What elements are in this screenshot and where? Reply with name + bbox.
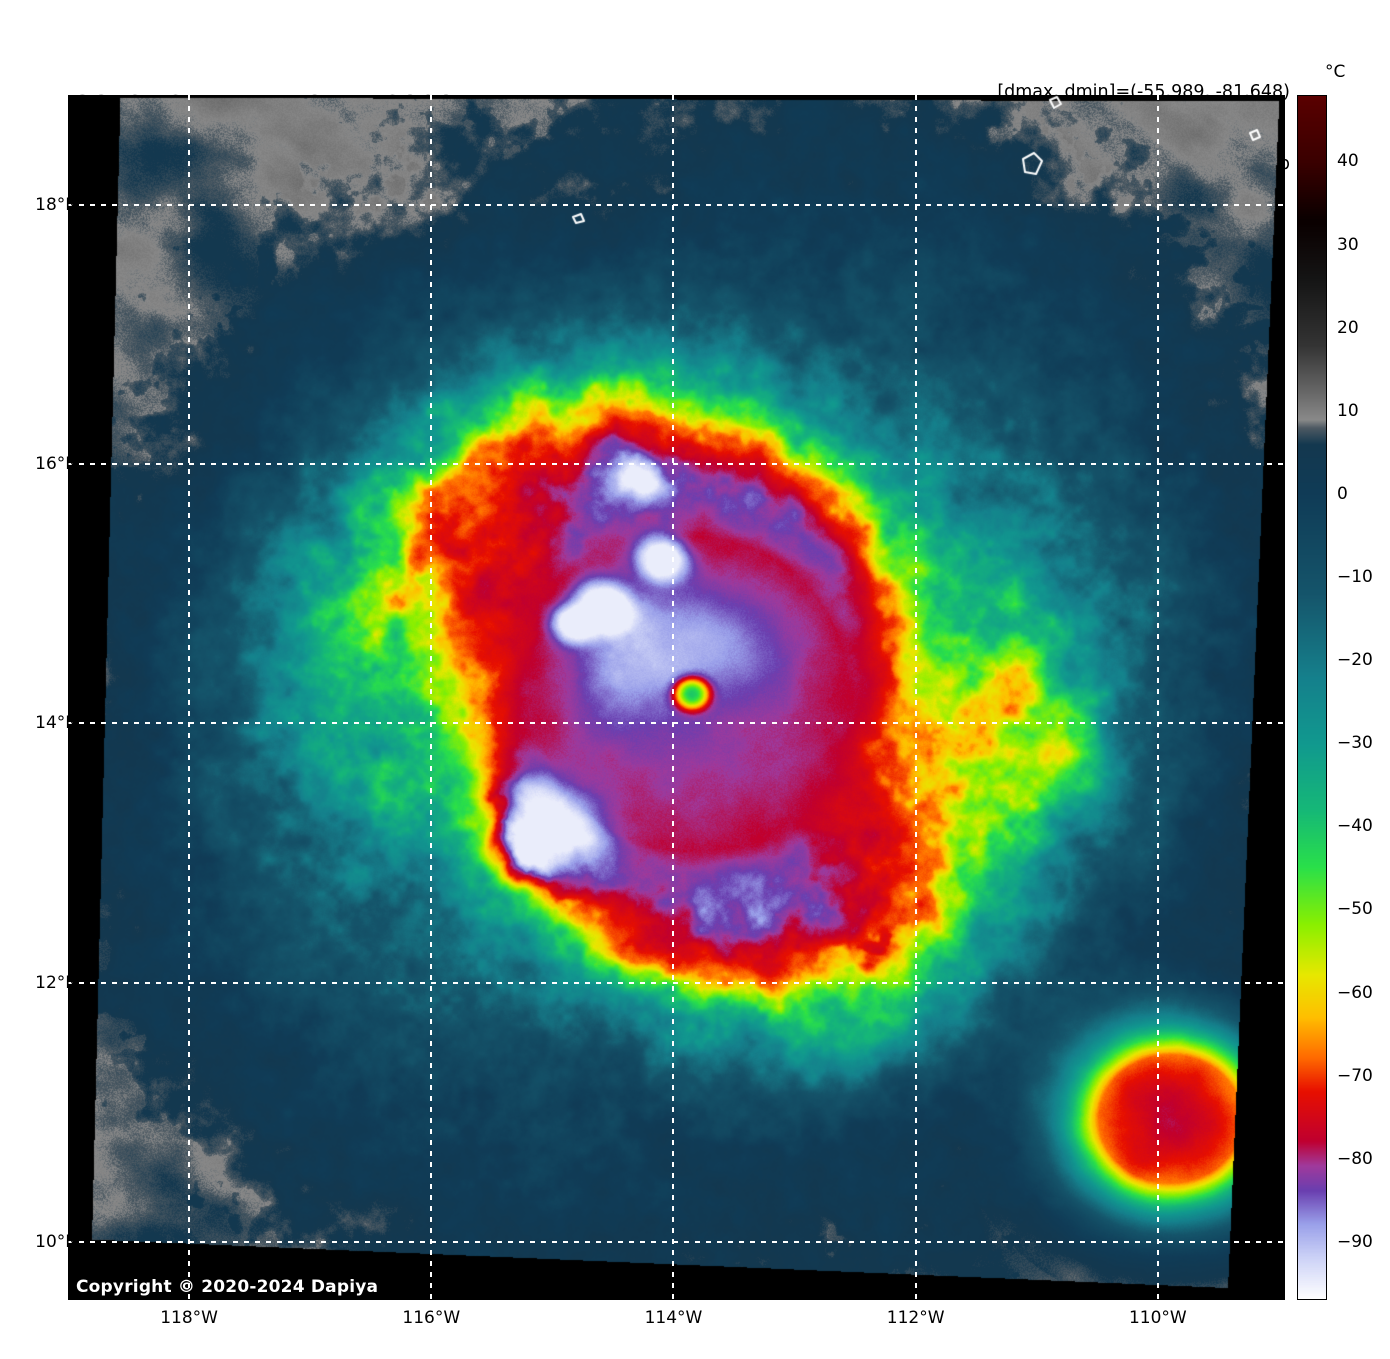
colorbar-tick-8: −40 (1337, 816, 1373, 837)
colorbar-tick-13: −90 (1337, 1231, 1373, 1252)
lat-tick-1: 12°N (35, 972, 78, 993)
lon-tick-2: 114°W (644, 1308, 703, 1328)
lon-tick-0: 118°W (160, 1308, 218, 1328)
lon-tick-4: 110°W (1128, 1308, 1187, 1328)
colorbar-tick-0: 40 (1337, 151, 1359, 172)
colorbar-tick-3: 10 (1337, 400, 1359, 421)
colorbar-gradient (1298, 96, 1326, 1299)
colorbar-unit-label: °C (1325, 62, 1346, 82)
temperature-colorbar (1297, 95, 1327, 1300)
colorbar-tick-6: −20 (1337, 650, 1373, 671)
colorbar-tick-1: 30 (1337, 234, 1359, 255)
satellite-image-plot (68, 95, 1285, 1300)
lat-tick-0: 10°N (35, 1231, 78, 1252)
lon-tick-1: 116°W (402, 1308, 461, 1328)
colorbar-tick-10: −60 (1337, 982, 1373, 1003)
colorbar-tick-7: −30 (1337, 733, 1373, 754)
ir-brightness-temperature-canvas (68, 95, 1285, 1300)
colorbar-tick-11: −70 (1337, 1065, 1373, 1086)
colorbar-tick-12: −80 (1337, 1148, 1373, 1169)
colorbar-tick-4: 0 (1337, 483, 1348, 504)
copyright-notice: Copyright © 2020-2024 Dapiya (76, 1277, 379, 1297)
lat-tick-2: 14°N (35, 713, 78, 734)
infrared-swath-raster (68, 95, 1285, 1300)
lat-tick-4: 18°N (35, 195, 78, 216)
colorbar-tick-5: −10 (1337, 567, 1373, 587)
lon-tick-3: 112°W (886, 1308, 945, 1328)
colorbar-tick-9: −50 (1337, 899, 1373, 920)
colorbar-tick-2: 20 (1337, 317, 1359, 338)
lat-tick-3: 16°N (35, 454, 78, 475)
